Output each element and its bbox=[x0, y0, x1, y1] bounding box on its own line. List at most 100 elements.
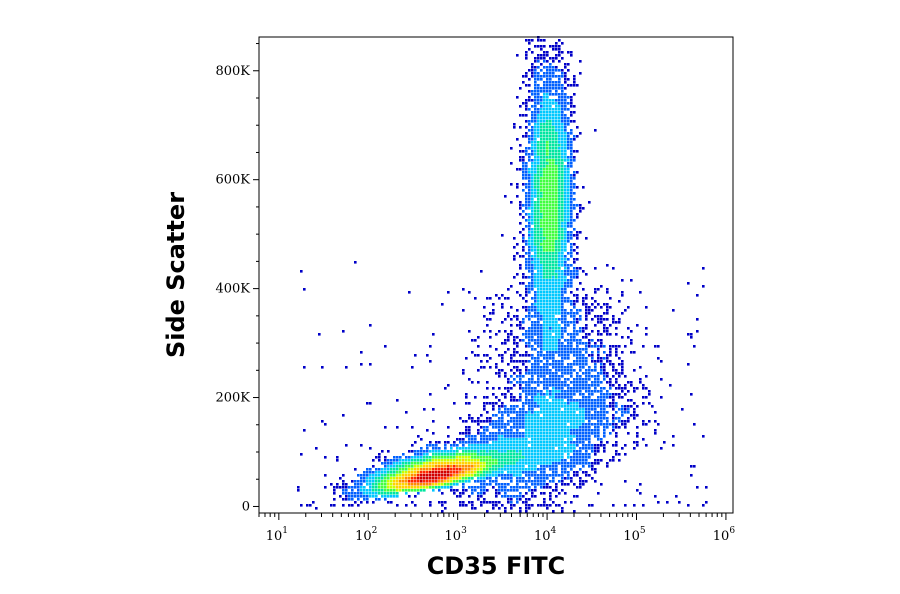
event-dot bbox=[561, 153, 564, 156]
event-dot bbox=[540, 147, 543, 150]
event-dot bbox=[507, 477, 510, 480]
event-dot bbox=[414, 468, 417, 471]
event-dot bbox=[516, 186, 519, 189]
event-dot bbox=[624, 405, 627, 408]
event-dot bbox=[537, 225, 540, 228]
event-dot bbox=[573, 243, 576, 246]
event-dot bbox=[543, 402, 546, 405]
event-dot bbox=[510, 501, 513, 504]
event-dot bbox=[507, 288, 510, 291]
event-dot bbox=[387, 501, 390, 504]
event-dot bbox=[399, 459, 402, 462]
x-tick-exponent: 1 bbox=[282, 526, 288, 536]
event-dot bbox=[405, 411, 408, 414]
event-dot bbox=[522, 159, 525, 162]
event-dot bbox=[552, 315, 555, 318]
event-dot bbox=[486, 429, 489, 432]
event-dot bbox=[546, 405, 549, 408]
event-dot bbox=[519, 231, 522, 234]
event-dot bbox=[570, 312, 573, 315]
event-dot bbox=[573, 450, 576, 453]
event-dot bbox=[504, 426, 507, 429]
event-dot bbox=[582, 462, 585, 465]
event-dot bbox=[444, 501, 447, 504]
event-dot bbox=[426, 429, 429, 432]
event-dot bbox=[510, 393, 513, 396]
event-dot bbox=[441, 303, 444, 306]
event-dot bbox=[552, 471, 555, 474]
event-dot bbox=[597, 378, 600, 381]
event-dot bbox=[561, 114, 564, 117]
event-dot bbox=[585, 348, 588, 351]
event-dot bbox=[561, 123, 564, 126]
event-dot bbox=[501, 354, 504, 357]
event-dot bbox=[513, 444, 516, 447]
event-dot bbox=[573, 453, 576, 456]
event-dot bbox=[618, 357, 621, 360]
event-dot bbox=[546, 168, 549, 171]
event-dot bbox=[552, 306, 555, 309]
event-dot bbox=[549, 333, 552, 336]
event-dot bbox=[540, 456, 543, 459]
event-dot bbox=[537, 114, 540, 117]
event-dot bbox=[552, 264, 555, 267]
event-dot bbox=[504, 477, 507, 480]
event-dot bbox=[525, 387, 528, 390]
event-dot bbox=[636, 387, 639, 390]
event-dot bbox=[555, 204, 558, 207]
event-dot bbox=[423, 465, 426, 468]
event-dot bbox=[525, 213, 528, 216]
event-dot bbox=[429, 345, 432, 348]
event-dot bbox=[558, 450, 561, 453]
event-dot bbox=[522, 162, 525, 165]
event-dot bbox=[519, 417, 522, 420]
event-dot bbox=[486, 501, 489, 504]
event-dot bbox=[576, 171, 579, 174]
event-dot bbox=[549, 312, 552, 315]
event-dot bbox=[543, 75, 546, 78]
event-dot bbox=[573, 186, 576, 189]
event-dot bbox=[432, 447, 435, 450]
event-dot bbox=[531, 276, 534, 279]
event-dot bbox=[429, 504, 432, 507]
event-dot bbox=[606, 306, 609, 309]
event-dot bbox=[477, 450, 480, 453]
event-dot bbox=[576, 471, 579, 474]
event-dot bbox=[480, 447, 483, 450]
event-dot bbox=[474, 420, 477, 423]
event-dot bbox=[567, 51, 570, 54]
event-dot bbox=[537, 273, 540, 276]
event-dot bbox=[555, 486, 558, 489]
event-dot bbox=[501, 504, 504, 507]
event-dot bbox=[525, 54, 528, 57]
event-dot bbox=[495, 438, 498, 441]
event-dot bbox=[489, 318, 492, 321]
event-dot bbox=[627, 411, 630, 414]
event-dot bbox=[387, 462, 390, 465]
event-dot bbox=[543, 303, 546, 306]
event-dot bbox=[516, 489, 519, 492]
event-dot bbox=[435, 480, 438, 483]
event-dot bbox=[387, 468, 390, 471]
event-dot bbox=[534, 99, 537, 102]
event-dot bbox=[549, 192, 552, 195]
event-dot bbox=[576, 474, 579, 477]
event-dot bbox=[516, 495, 519, 498]
event-dot bbox=[564, 396, 567, 399]
event-dot bbox=[411, 462, 414, 465]
event-dot bbox=[474, 468, 477, 471]
event-dot bbox=[555, 390, 558, 393]
event-dot bbox=[543, 219, 546, 222]
event-dot bbox=[618, 375, 621, 378]
event-dot bbox=[498, 354, 501, 357]
event-dot bbox=[543, 441, 546, 444]
event-dot bbox=[561, 318, 564, 321]
event-dot bbox=[444, 465, 447, 468]
event-dot bbox=[558, 276, 561, 279]
event-dot bbox=[564, 117, 567, 120]
event-dot bbox=[552, 318, 555, 321]
event-dot bbox=[549, 480, 552, 483]
event-dot bbox=[528, 264, 531, 267]
event-dot bbox=[540, 375, 543, 378]
event-dot bbox=[498, 408, 501, 411]
